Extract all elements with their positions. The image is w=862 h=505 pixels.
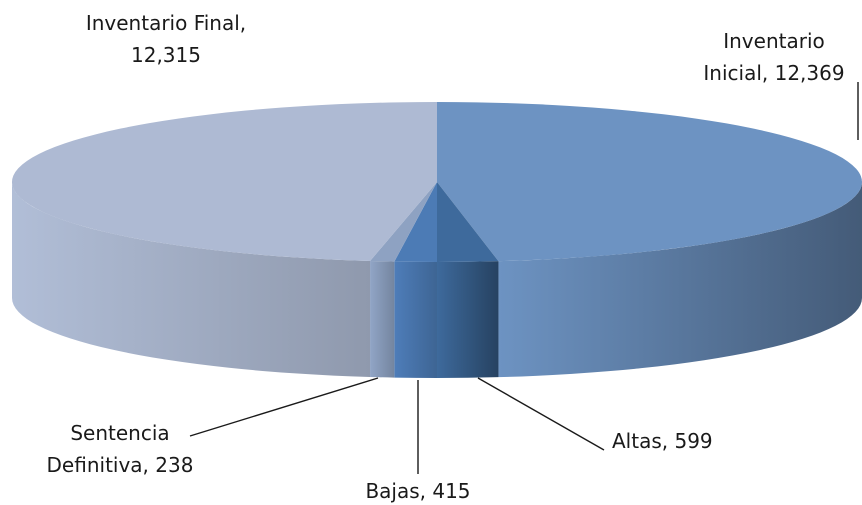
- slice-side-inventario-final: [12, 182, 371, 378]
- pie-sides: [12, 182, 862, 378]
- data-label-sentencia-definitiva: Sentencia Definitiva, 238: [47, 421, 194, 477]
- slice-inventario-inicial: [437, 102, 862, 262]
- pie-tops: [12, 102, 862, 262]
- data-label-altas: Altas, 599: [612, 429, 713, 453]
- data-label-line: Altas, 599: [612, 429, 713, 453]
- data-label-bajas: Bajas, 415: [365, 479, 470, 503]
- data-label-line: Inventario: [723, 29, 825, 53]
- data-label-line: Inicial, 12,369: [703, 61, 844, 85]
- leader-lines: [189, 82, 859, 474]
- slice-side-sentencia-definitiva: [370, 261, 395, 378]
- data-label-inventario-final: Inventario Final, 12,315: [86, 11, 246, 67]
- leader-line-altas: [477, 377, 605, 451]
- slice-bajas: [394, 182, 437, 262]
- data-label-line: Sentencia: [70, 421, 169, 445]
- data-labels: Inventario Inicial, 12,369 Altas, 599 Bajas…: [47, 11, 845, 503]
- slice-side-inventario-inicial: [498, 182, 862, 378]
- data-label-line: Bajas, 415: [365, 479, 470, 503]
- slice-sentencia-definitiva: [370, 182, 437, 262]
- data-label-line: Inventario Final,: [86, 11, 246, 35]
- slice-altas: [437, 182, 499, 262]
- data-label-line: Definitiva, 238: [47, 453, 194, 477]
- leader-line-sentencia-definitiva: [189, 377, 379, 437]
- data-label-line: 12,315: [131, 43, 201, 67]
- slice-inventario-final: [12, 102, 437, 262]
- slice-side-bajas: [394, 261, 437, 378]
- slice-side-altas: [437, 261, 499, 378]
- data-label-inventario-inicial: Inventario Inicial, 12,369: [703, 29, 844, 85]
